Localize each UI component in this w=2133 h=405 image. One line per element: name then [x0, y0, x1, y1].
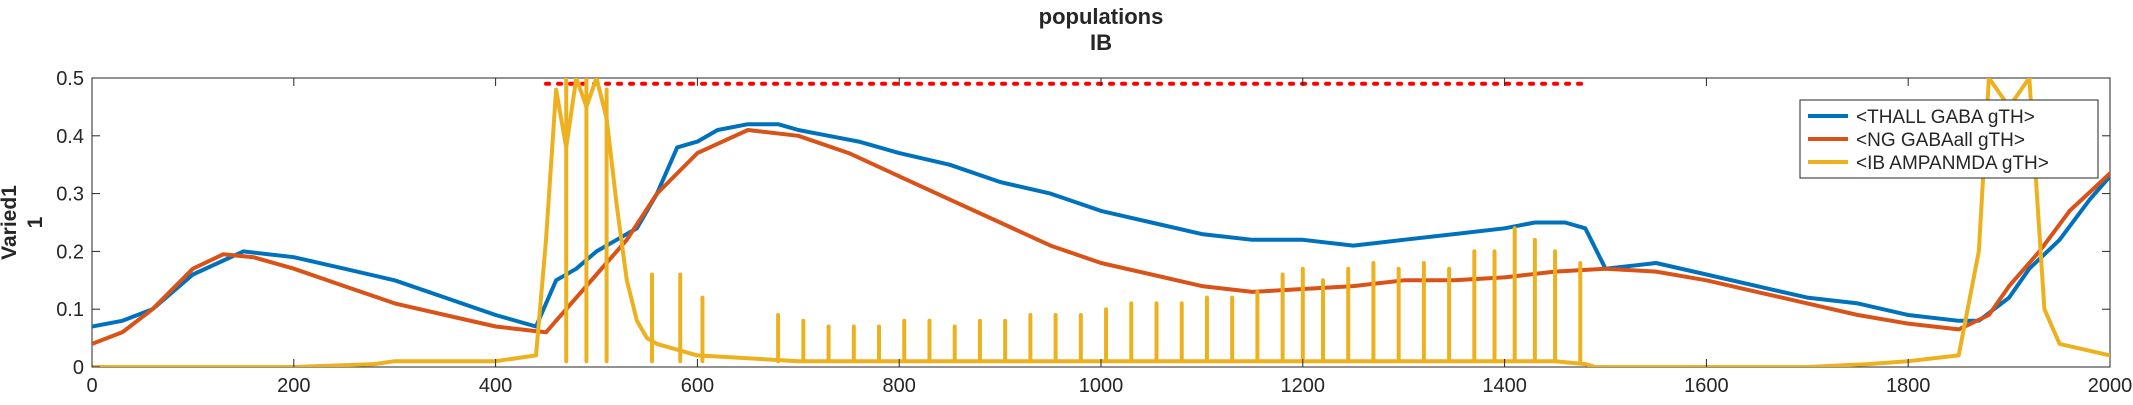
- x-tick-label: 1800: [1886, 375, 1931, 397]
- y-tick-label: 0.4: [56, 126, 84, 148]
- x-tick-label: 600: [681, 375, 714, 397]
- y-tick-label: 0.2: [56, 241, 84, 263]
- series-layer: [92, 78, 2110, 367]
- x-tick-label: 800: [883, 375, 916, 397]
- y-tick-label: 0.1: [56, 299, 84, 321]
- x-axis: 0 200 400 600 800 1000 1200 1400 1600 1800 2000: [86, 78, 2132, 397]
- y-axis-label-line-1: Varied1: [0, 185, 21, 260]
- legend-label-0: <THALL GABA gTH>: [1856, 107, 2035, 128]
- legend-label-1: <NG GABAall gTH>: [1856, 130, 2025, 151]
- x-tick-label: 1200: [1281, 375, 1326, 397]
- legend-box: [1799, 99, 2099, 179]
- y-tick-label: 0: [73, 357, 84, 379]
- legend-label-2: <IB AMPANMDA gTH>: [1856, 153, 2049, 174]
- chart-title-line-2: IB: [1090, 30, 1112, 55]
- x-tick-label: 1000: [1079, 375, 1124, 397]
- series-line-1: [92, 128, 2110, 346]
- series-line-0: [92, 122, 2110, 329]
- x-tick-label: 0: [86, 375, 97, 397]
- y-axis: 0 0.1 0.2 0.3 0.4 0.5: [56, 68, 2110, 379]
- legend: <THALL GABA gTH><NG GABAall gTH><IB AMPA…: [1799, 99, 2099, 179]
- y-tick-label: 0.3: [56, 184, 84, 206]
- chart-title-line-1: populations: [1039, 4, 1164, 29]
- x-tick-label: 400: [479, 375, 512, 397]
- x-tick-label: 200: [277, 375, 310, 397]
- series-line-2: [92, 78, 2110, 367]
- chart-title: populations IB: [1039, 4, 1164, 55]
- y-axis-label: Varied1 1: [0, 185, 47, 260]
- x-tick-label: 1600: [1684, 375, 1729, 397]
- y-tick-label: 0.5: [56, 68, 84, 90]
- x-tick-label: 2000: [2088, 375, 2133, 397]
- x-tick-label: 1400: [1482, 375, 1527, 397]
- y-axis-label-line-2: 1: [24, 216, 47, 228]
